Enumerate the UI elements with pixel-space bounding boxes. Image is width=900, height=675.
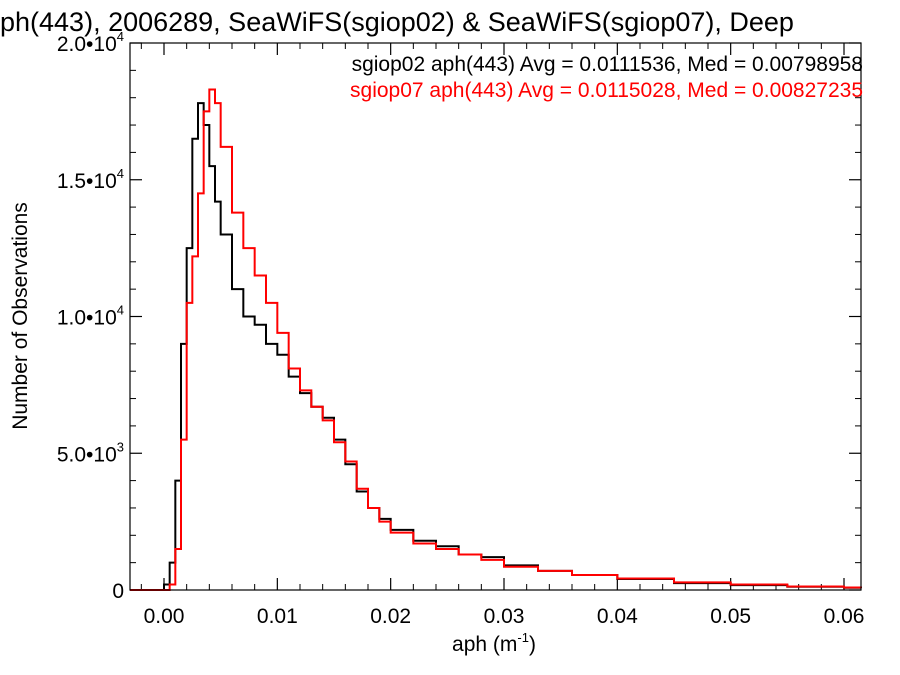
x-tick-label-5: 0.05 xyxy=(710,605,751,628)
x-tick-label-3: 0.03 xyxy=(484,605,525,628)
x-axis-label-end: ) xyxy=(529,633,536,656)
y-axis-label: Number of Observations xyxy=(9,202,32,430)
x-axis-label: aph (m-1) xyxy=(452,630,536,656)
x-tick-label-1: 0.01 xyxy=(257,605,298,628)
y-tick-label-sup-2: 4 xyxy=(117,303,124,318)
series-line-1 xyxy=(130,88,862,591)
series-line-0 xyxy=(130,102,862,591)
y-tick-label-main-1: 5.0•10 xyxy=(57,443,117,466)
x-tick-label-6: 0.06 xyxy=(824,605,865,628)
x-axis-label-sup: -1 xyxy=(517,630,529,645)
y-tick-label-main-4: 2.0•10 xyxy=(57,33,117,56)
legend-entry-sgiop02: sgiop02 aph(443) Avg = 0.0111536, Med = … xyxy=(352,53,863,76)
y-tick-label-sup-4: 4 xyxy=(117,29,124,44)
chart-title: ph(443), 2006289, SeaWiFS(sgiop02) & Sea… xyxy=(0,7,794,37)
x-axis-label-main: aph (m xyxy=(452,633,517,656)
y-tick-label-sup-1: 3 xyxy=(117,439,124,454)
y-tick-label-main-0: 0 xyxy=(112,580,124,603)
legend-entry-sgiop07: sgiop07 aph(443) Avg = 0.0115028, Med = … xyxy=(350,79,863,102)
x-axis-ticks: 0.00 0.01 0.02 0.03 0.04 0.05 0.06 xyxy=(140,43,865,628)
y-tick-label-2: 1.0•104 xyxy=(57,303,124,330)
y-tick-label-main-2: 1.0•10 xyxy=(57,307,117,330)
plot-frame xyxy=(129,42,862,591)
y-tick-label-sup-3: 4 xyxy=(117,166,124,181)
y-tick-label-0: 0 xyxy=(112,580,124,603)
x-tick-label-0: 0.00 xyxy=(144,605,185,628)
x-tick-label-2: 0.02 xyxy=(370,605,411,628)
y-tick-label-main-3: 1.5•10 xyxy=(57,170,117,193)
y-tick-label-4: 2.0•104 xyxy=(57,29,124,56)
series-group xyxy=(130,88,862,591)
y-tick-label-3: 1.5•104 xyxy=(57,166,124,193)
x-tick-label-4: 0.04 xyxy=(597,605,638,628)
y-tick-label-1: 5.0•103 xyxy=(57,439,124,466)
